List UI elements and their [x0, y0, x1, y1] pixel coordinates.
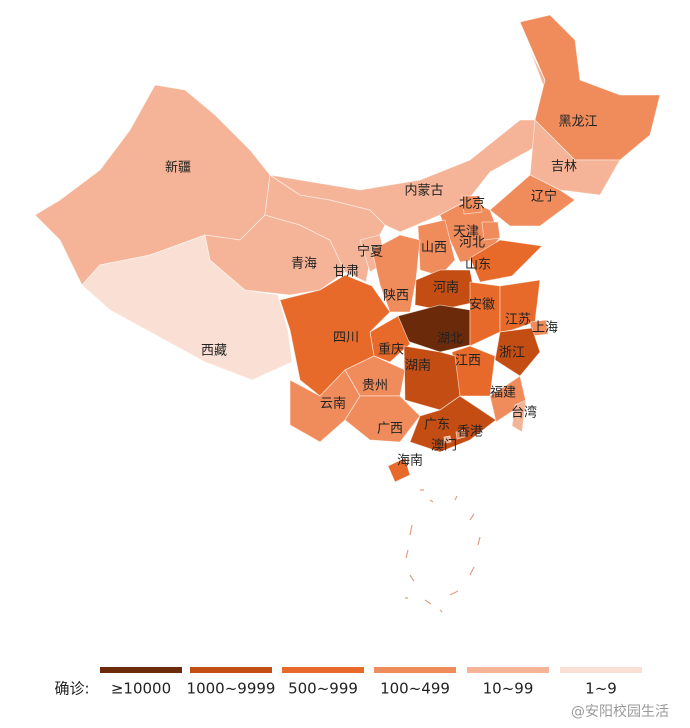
province-label: 贵州	[362, 379, 388, 394]
province	[417, 219, 456, 277]
province-label: 香港	[457, 425, 483, 440]
province-label: 澳门	[431, 438, 457, 454]
province	[499, 279, 541, 333]
legend-swatch	[100, 667, 182, 673]
legend-label: 1~9	[585, 680, 617, 698]
island-marks	[405, 489, 481, 613]
province	[511, 399, 527, 433]
legend-label: 100~499	[380, 680, 450, 698]
province	[409, 395, 497, 453]
province-label: 广东	[424, 418, 450, 433]
province-label: 台湾	[511, 405, 537, 421]
province-label: 云南	[320, 396, 346, 412]
legend-swatch	[560, 667, 642, 673]
province	[387, 457, 411, 483]
province-label: 辽宁	[531, 189, 557, 205]
province-label: 广西	[377, 422, 403, 437]
province	[469, 281, 501, 347]
province	[489, 174, 576, 227]
province	[443, 435, 452, 444]
legend-swatch	[190, 667, 272, 673]
province-label: 青海	[291, 257, 317, 272]
province-label: 陕西	[383, 289, 409, 304]
province-label: 四川	[333, 331, 359, 346]
legend-swatch	[467, 667, 549, 673]
legend-swatch	[282, 667, 364, 673]
province-label: 江西	[455, 354, 481, 369]
province	[81, 234, 293, 381]
province	[461, 195, 483, 215]
province	[455, 429, 466, 440]
legend-label: 500~999	[288, 680, 358, 698]
province-label: 浙江	[499, 346, 525, 361]
province-label: 上海	[532, 321, 558, 336]
province	[494, 327, 541, 377]
province-label: 天津	[453, 225, 479, 240]
province-label: 重庆	[378, 342, 404, 358]
province-label: 西藏	[201, 344, 227, 359]
legend-label: ≥10000	[111, 680, 171, 698]
province-label: 吉林	[551, 160, 577, 175]
province-label: 山西	[421, 241, 447, 256]
province-label: 宁夏	[357, 244, 383, 260]
province-label: 黑龙江	[558, 115, 597, 130]
province-label: 江苏	[505, 312, 531, 328]
watermark: @安阳校园生活	[571, 703, 669, 720]
province-label: 安徽	[469, 298, 495, 313]
legend-label: 10~99	[483, 680, 534, 698]
legend: ≥10000 1000~9999 500~999 100~499 10~99 1~9	[100, 667, 642, 698]
province	[371, 234, 421, 313]
province	[279, 274, 391, 397]
province-label: 内蒙古	[404, 183, 443, 199]
province	[403, 345, 461, 411]
province	[481, 221, 501, 241]
province	[344, 395, 421, 443]
province-label: 湖南	[405, 358, 431, 374]
regions	[34, 14, 661, 483]
province-label: 河南	[433, 280, 459, 296]
province-label: 山东	[465, 258, 491, 273]
province-label: 北京	[459, 197, 485, 212]
province	[469, 239, 543, 283]
province-label: 河北	[459, 236, 485, 251]
legend-swatch	[374, 667, 456, 673]
province-label: 福建	[490, 386, 516, 401]
province	[519, 14, 661, 161]
legend-title: 确诊:	[54, 680, 89, 698]
south-sea-islands	[405, 489, 481, 613]
province-label: 海南	[397, 453, 423, 469]
province-label: 甘肃	[333, 265, 359, 280]
province-label: 湖北	[437, 332, 463, 347]
province-label: 新疆	[165, 160, 191, 176]
legend-label: 1000~9999	[187, 680, 276, 698]
